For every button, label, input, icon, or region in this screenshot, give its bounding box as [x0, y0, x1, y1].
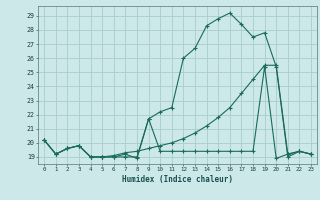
- X-axis label: Humidex (Indice chaleur): Humidex (Indice chaleur): [122, 175, 233, 184]
